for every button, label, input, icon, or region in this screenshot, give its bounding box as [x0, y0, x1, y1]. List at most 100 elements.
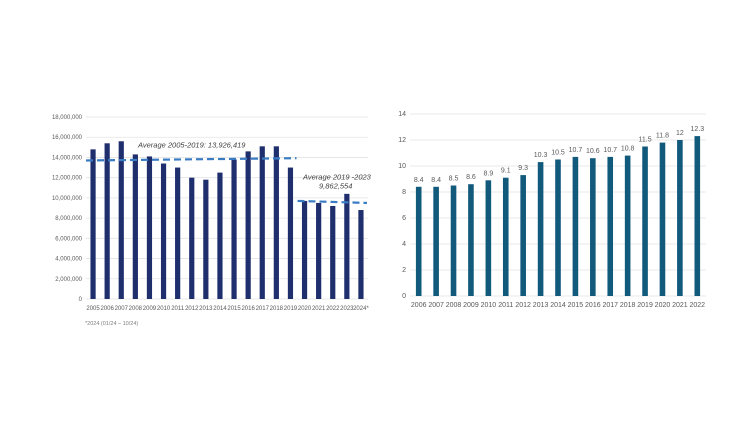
data-label: 9.3: [518, 165, 528, 172]
x-tick-label: 2010: [481, 302, 497, 309]
bar-2007: [433, 186, 439, 296]
data-label: 8.9: [483, 170, 493, 177]
x-tick-label: 2006: [411, 302, 427, 309]
x-tick-label: 2010: [157, 306, 171, 312]
x-tick-label: 2018: [620, 302, 636, 309]
x-tick-label: 2014: [550, 302, 566, 309]
y-tick-label: 12,000,000: [52, 176, 83, 182]
x-tick-label: 2017: [256, 306, 270, 312]
x-tick-label: 2023: [340, 306, 354, 312]
y-tick-label: 8: [402, 189, 406, 196]
x-tick-label: 2021: [672, 302, 688, 309]
x-tick-label: 2006: [100, 306, 114, 312]
x-tick-label: 2018: [270, 306, 284, 312]
bar-2009: [468, 184, 474, 296]
x-tick-label: 2020: [298, 306, 312, 312]
data-label: 12: [676, 130, 684, 137]
y-tick-label: 2,000,000: [55, 277, 82, 283]
right-data-labels: 8.4 8.4 8.5 8.68.9 9.1 9.310.3 10.5 10.7 10.6 10.…: [414, 126, 704, 184]
left-footnote: *2024 (01/24 – 10/24): [85, 321, 138, 327]
data-label: 8.4: [431, 177, 441, 184]
y-tick-label: 10: [398, 163, 406, 170]
x-tick-label: 2020: [655, 302, 671, 309]
left-bars: [90, 141, 364, 299]
y-tick-label: 14: [398, 111, 406, 118]
bar-2021: [316, 202, 322, 299]
bar-2020: [659, 142, 666, 296]
x-tick-label: 2015: [568, 302, 584, 309]
bar-2006: [415, 186, 422, 296]
bar-2021: [677, 140, 683, 296]
right-y-axis: 0 2 4 6 8 10 12 14: [398, 111, 406, 300]
y-tick-label: 6,000,000: [55, 236, 82, 242]
bar-2014: [555, 159, 561, 296]
bar-2007: [118, 141, 124, 299]
data-label: 11.8: [656, 133, 669, 140]
bar-2013: [203, 179, 209, 299]
bar-2023: [344, 193, 350, 299]
x-tick-label: 2021: [312, 306, 326, 312]
x-tick-label: 2012: [185, 306, 199, 312]
x-tick-label: 2009: [463, 302, 479, 309]
y-tick-label: 14,000,000: [52, 155, 83, 161]
x-tick-label: 2022: [326, 306, 340, 312]
left-chart-passenger-volume: 0 2,000,000 4,000,000 6,000,000 8,000,000 10,…: [52, 115, 372, 327]
x-tick-label: 2017: [602, 302, 618, 309]
x-tick-label: 2015: [227, 306, 241, 312]
average-2005-2019-label: Average 2005-2019: 13,926,419: [137, 141, 246, 150]
bar-2019: [642, 146, 648, 296]
data-label: 10.7: [569, 147, 583, 154]
data-label: 10.7: [603, 147, 617, 154]
y-tick-label: 12: [398, 137, 406, 144]
x-tick-label: 2012: [515, 302, 531, 309]
bar-2013: [537, 162, 544, 296]
bar-2018: [273, 146, 279, 299]
bar-2011: [175, 167, 181, 299]
bar-2015: [572, 156, 579, 296]
bar-2009: [146, 156, 153, 299]
y-tick-label: 4,000,000: [55, 257, 82, 263]
data-label: 11.5: [639, 137, 652, 144]
right-bars: [415, 136, 701, 296]
y-tick-label: 18,000,000: [52, 115, 83, 121]
x-tick-label: 2024*: [353, 306, 369, 312]
bar-2022: [330, 205, 336, 299]
bar-2016: [590, 158, 596, 296]
data-label: 10.6: [586, 148, 600, 155]
bar-2018: [624, 155, 631, 296]
data-label: 8.5: [449, 176, 459, 183]
x-tick-label: 2019: [637, 302, 653, 309]
bar-2010: [485, 180, 492, 296]
data-label: 10.8: [621, 146, 635, 153]
x-tick-label: 2022: [690, 302, 706, 309]
bar-2019: [287, 167, 294, 299]
average-line-2019-2023: [297, 199, 368, 205]
bar-2022: [694, 136, 701, 296]
left-average-lines: [85, 157, 368, 205]
bar-2005: [90, 149, 96, 299]
bar-2008: [450, 185, 457, 296]
x-tick-label: 2011: [498, 302, 513, 309]
bar-2012: [189, 177, 195, 299]
right-x-axis: 2006 2007 2008 2009 2010 2011 2012 2013 2014 2015…: [411, 302, 705, 309]
y-tick-label: 8,000,000: [55, 216, 82, 222]
data-label: 8.6: [466, 174, 476, 181]
x-tick-label: 2009: [143, 306, 157, 312]
left-x-axis: 2005 2006 2007 2008 2009 2010 2011 2012 2013 2014…: [86, 306, 369, 312]
x-tick-label: 2005: [86, 306, 100, 312]
y-tick-label: 0: [402, 293, 406, 300]
x-tick-label: 2013: [533, 302, 549, 309]
data-label: 10.5: [551, 150, 565, 157]
y-tick-label: 16,000,000: [52, 135, 83, 141]
bar-2017: [607, 156, 614, 296]
y-tick-label: 4: [402, 241, 406, 248]
x-tick-label: 2011: [171, 306, 185, 312]
bar-2008: [132, 154, 138, 299]
y-tick-label: 6: [402, 215, 406, 222]
x-tick-label: 2007: [428, 302, 444, 309]
bar-2006: [104, 143, 110, 299]
x-tick-label: 2007: [115, 306, 129, 312]
bar-2020: [301, 200, 308, 299]
